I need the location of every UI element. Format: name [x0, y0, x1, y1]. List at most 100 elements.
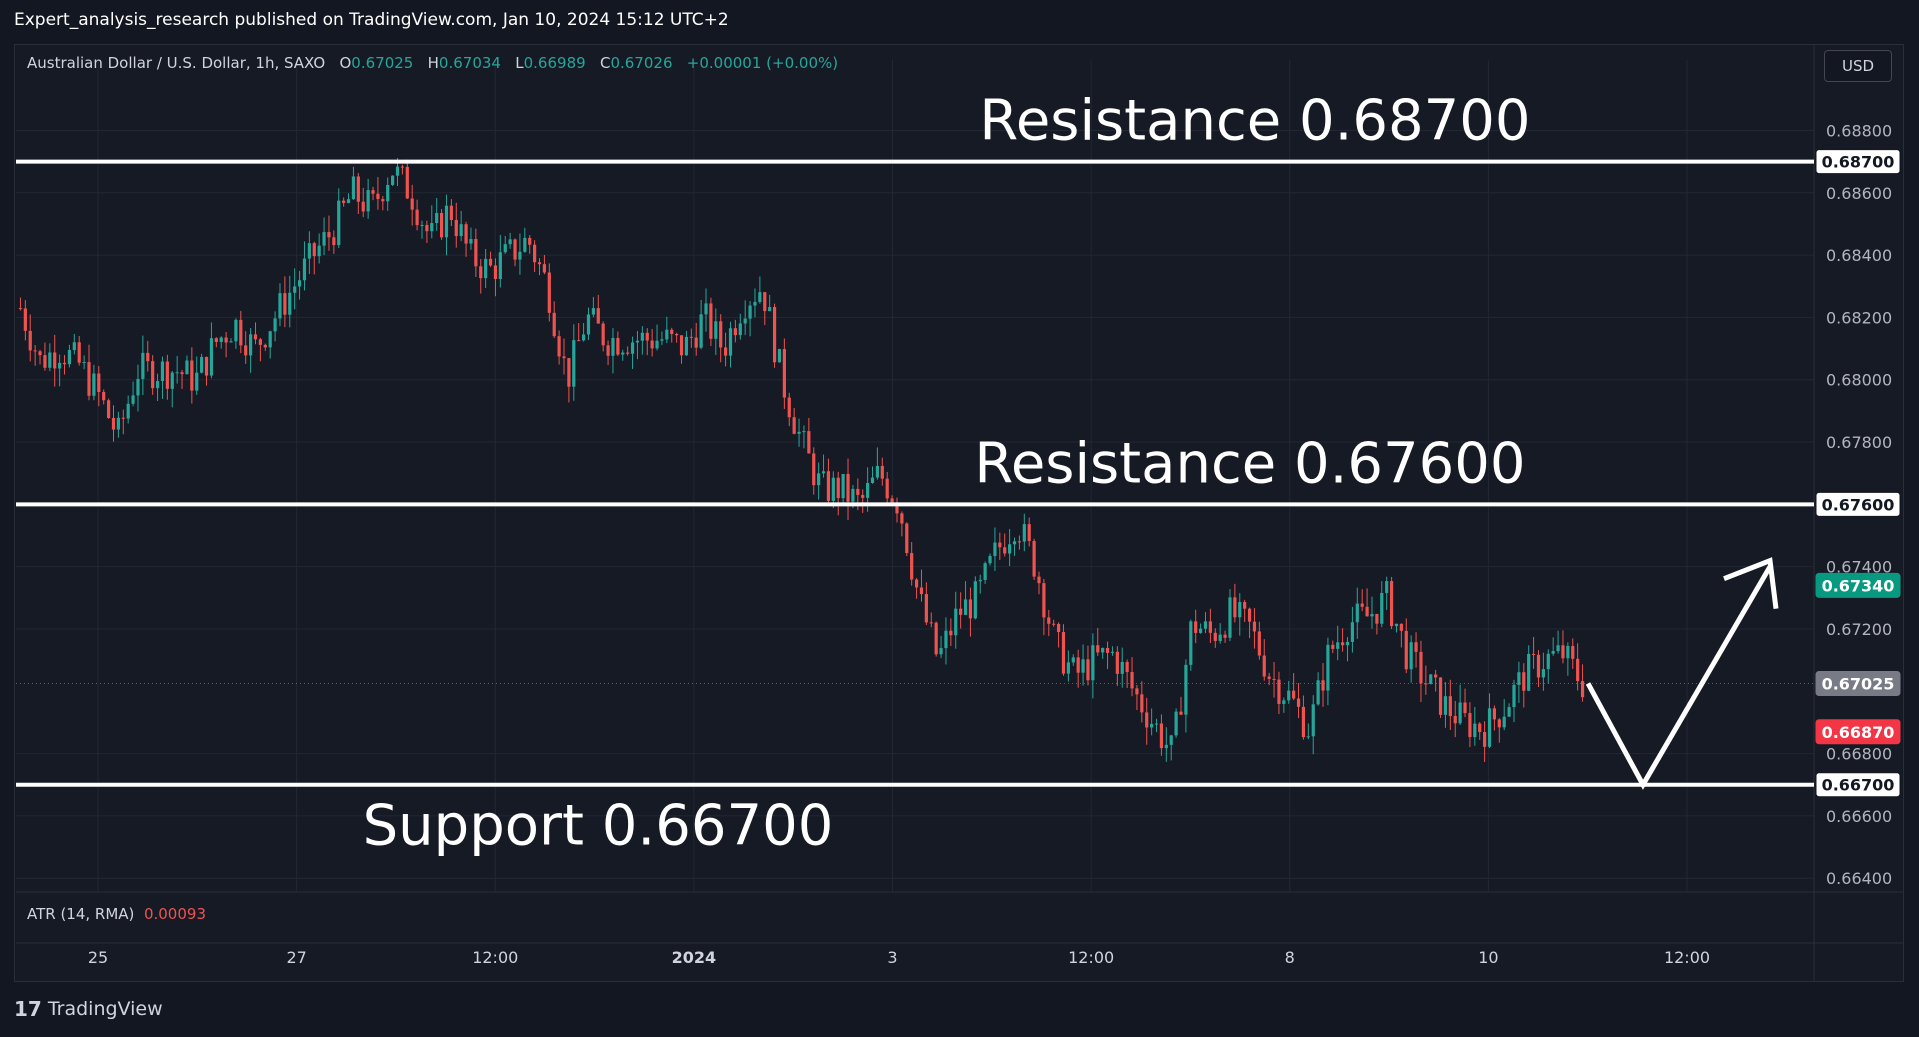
level-label: Resistance 0.68700	[979, 89, 1530, 154]
time-tick-label: 12:00	[1664, 948, 1710, 967]
candle-body	[748, 305, 752, 319]
candle-body	[684, 336, 689, 356]
candle-body	[1091, 645, 1095, 681]
price-tick-label: 0.66600	[1826, 807, 1892, 826]
price-tick-label: 0.68400	[1826, 246, 1892, 265]
candle-body	[733, 328, 737, 336]
candle-body	[82, 362, 86, 364]
candle-body	[214, 338, 218, 342]
candle-body	[1223, 634, 1227, 638]
candle-body	[67, 350, 72, 365]
candle-body	[1096, 645, 1100, 653]
candle-body	[679, 335, 684, 356]
candle-body	[307, 243, 311, 259]
candle-body	[861, 494, 865, 498]
candle-body	[836, 477, 840, 499]
projection-path	[1585, 565, 1773, 790]
time-tick-label: 10	[1478, 948, 1498, 967]
candle-body	[640, 332, 644, 341]
candle-body	[1341, 642, 1345, 646]
candle-body	[297, 280, 302, 287]
candle-body	[253, 334, 258, 340]
candle-body	[1380, 592, 1384, 624]
candle-body	[1061, 632, 1066, 674]
candle-body	[454, 219, 458, 237]
candle-body	[1194, 621, 1198, 633]
candle-body	[111, 417, 116, 430]
candle-body	[562, 356, 566, 359]
candle-body	[498, 252, 502, 280]
candle-body	[1174, 711, 1178, 736]
candle-body	[293, 286, 297, 293]
candle-body	[1179, 711, 1183, 715]
candle-body	[62, 362, 67, 365]
candle-body	[425, 224, 429, 232]
candle-body	[959, 608, 963, 615]
candle-body	[601, 323, 605, 346]
candle-body	[768, 307, 772, 312]
candle-body	[1566, 645, 1570, 659]
candle-body	[48, 352, 52, 368]
candle-body	[97, 373, 101, 392]
candle-body	[1105, 647, 1110, 653]
candle-body	[1184, 664, 1188, 715]
candle-body	[170, 372, 174, 389]
candle-body	[1571, 645, 1575, 659]
candle-body	[346, 199, 351, 203]
candle-body	[106, 400, 111, 418]
candle-body	[204, 356, 209, 376]
candle-body	[533, 244, 537, 263]
candle-body	[288, 292, 292, 315]
candle-body	[1512, 684, 1516, 708]
candle-body	[787, 397, 791, 418]
time-tick-label: 2024	[672, 948, 717, 967]
projection-arrow	[1585, 557, 1779, 790]
candle-body	[699, 314, 703, 348]
candle-body	[743, 318, 747, 324]
candle-body	[400, 166, 405, 168]
candle-body	[1233, 597, 1237, 618]
candle-body	[1434, 674, 1438, 678]
candle-body	[944, 630, 948, 649]
price-tick-label: 0.68200	[1826, 308, 1892, 327]
candle-body	[1140, 694, 1144, 713]
candle-body	[459, 224, 463, 237]
candle-body	[949, 630, 953, 636]
candle-body	[821, 471, 826, 474]
candle-body	[278, 293, 282, 319]
candle-body	[552, 312, 556, 337]
candle-body	[1536, 654, 1541, 678]
candle-body	[327, 232, 331, 238]
candle-body	[464, 224, 468, 244]
candle-body	[900, 513, 904, 524]
candle-body	[141, 352, 145, 379]
candle-body	[1301, 706, 1306, 738]
candle-body	[1311, 704, 1315, 737]
candle-body	[53, 352, 57, 369]
candle-body	[1478, 723, 1482, 733]
chart-frame[interactable]	[14, 44, 1904, 982]
candle-body	[714, 321, 718, 339]
candle-body	[1238, 602, 1242, 618]
candle-body	[606, 345, 610, 356]
price-badge	[1815, 491, 1901, 517]
candle-body	[136, 378, 140, 396]
symbol-name: Australian Dollar / U.S. Dollar, 1h, SAX…	[27, 54, 326, 72]
price-badge-label: 0.66870	[1822, 723, 1895, 742]
currency-button[interactable]: USD	[1824, 50, 1892, 82]
candle-body	[190, 360, 194, 391]
candle-body	[621, 352, 625, 355]
candle-body	[924, 594, 928, 623]
candle-body	[1424, 683, 1428, 685]
atr-indicator[interactable]: ATR (14, RMA) 0.00093	[27, 905, 206, 923]
candle-body	[1306, 736, 1310, 738]
candle-body	[1267, 676, 1271, 679]
candle-body	[1497, 719, 1501, 728]
candle-body	[1203, 621, 1208, 629]
tradingview-logo[interactable]: 17 TradingView	[14, 997, 163, 1021]
candle-body	[567, 358, 571, 387]
candle-body	[1546, 653, 1550, 670]
candle-body	[444, 205, 449, 238]
candle-body	[386, 184, 390, 202]
